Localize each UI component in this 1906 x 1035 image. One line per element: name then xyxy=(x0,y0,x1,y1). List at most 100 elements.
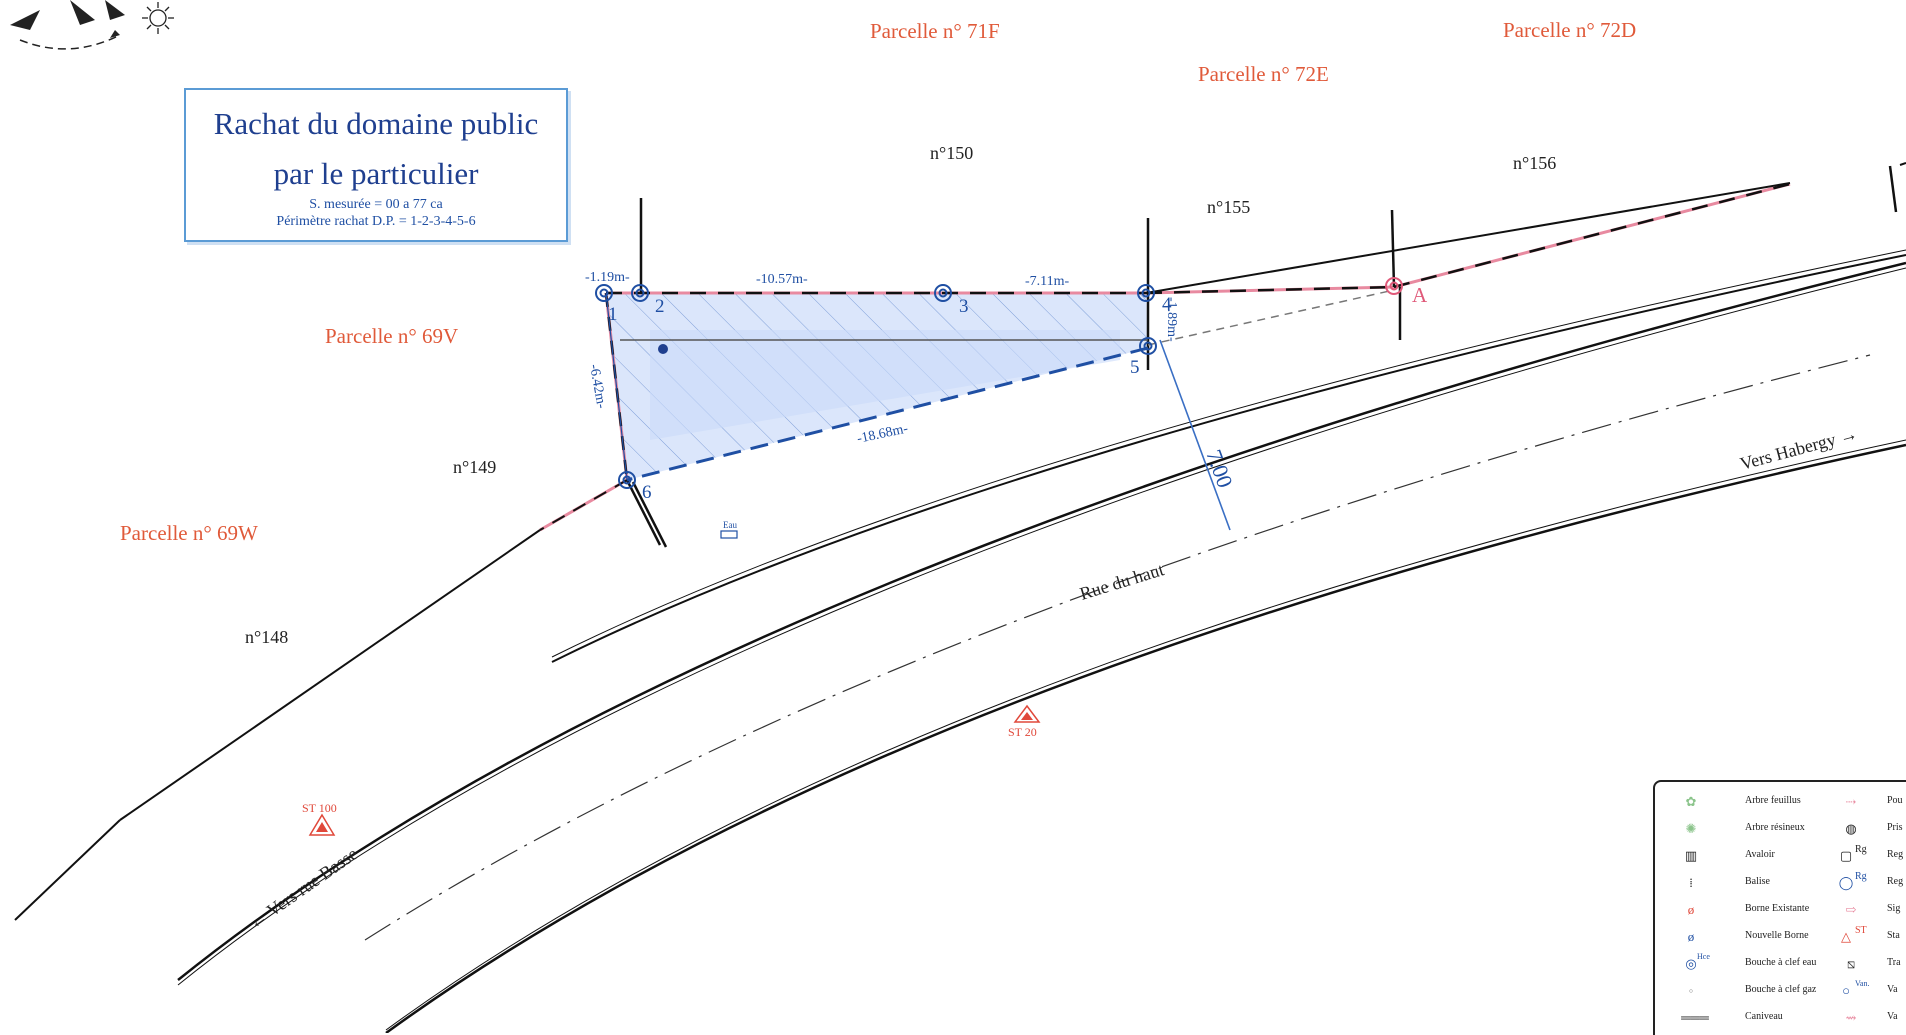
water-label: Eau xyxy=(723,520,737,530)
legend-tag: ST xyxy=(1855,925,1867,936)
legend-tag: Hce xyxy=(1697,952,1710,961)
legend-label: Tra xyxy=(1887,957,1901,968)
legend: ✿ Arbre feuillus ⇢ Pou ✺ Arbre résineux … xyxy=(1653,780,1906,1035)
legend-label: Arbre feuillus xyxy=(1745,795,1801,806)
legend-row: ✿ Arbre feuillus ⇢ Pou xyxy=(1655,790,1906,816)
dimension-3-4: -7.11m- xyxy=(1025,274,1070,289)
legend-label: Bouche à clef eau xyxy=(1745,957,1817,968)
transformer-icon: ⧅ xyxy=(1846,956,1856,971)
parcel-72D: Parcelle n° 72D xyxy=(1503,18,1636,42)
legend-label: Va xyxy=(1887,984,1898,995)
new-marker-icon: ø xyxy=(1687,929,1695,944)
dimension-6-1: -6.42m- xyxy=(586,363,609,410)
manhole-round-icon: ◯ xyxy=(1838,875,1854,890)
legend-row: ▥ Avaloir ▢ Rg Reg xyxy=(1655,844,1906,870)
legend-row: ✺ Arbre résineux ◍ Pris xyxy=(1655,817,1906,843)
lot-150: n°150 xyxy=(930,143,973,163)
road-width-line xyxy=(1159,339,1231,531)
legend-row: ⁞ Balise ◯ Rg Reg xyxy=(1655,871,1906,897)
water-icon xyxy=(720,530,738,539)
station-st100-icon xyxy=(308,813,336,836)
legend-label: Bouche à clef gaz xyxy=(1745,984,1817,995)
valve-icon: ○ xyxy=(1842,983,1850,998)
gully-icon: ▥ xyxy=(1684,848,1698,863)
dimension-1-2: -1.19m- xyxy=(585,270,630,285)
new-limit-5-6 xyxy=(626,346,1149,482)
direction-rue-basse: ← Vers rue Basse xyxy=(245,843,361,933)
point-label-6: 6 xyxy=(642,482,652,503)
title-line-1: Rachat du domaine public xyxy=(213,106,539,141)
pole-icon: ⇢ xyxy=(1845,794,1857,809)
legend-row: ◎ Hce Bouche à clef eau ⧅ Tra xyxy=(1655,952,1906,978)
station-st100-label: ST 100 xyxy=(302,801,337,815)
road-width-label: 7.00 xyxy=(1201,446,1238,491)
legend-label: Pris xyxy=(1887,822,1903,833)
parcel-69V: Parcelle n° 69V xyxy=(325,324,458,348)
gas-key-icon: ◦ xyxy=(1688,983,1694,998)
point-label-1: 1 xyxy=(608,304,618,325)
manhole-square-icon: ▢ xyxy=(1839,848,1853,863)
point-label-A: A xyxy=(1412,283,1428,307)
station-icon: △ xyxy=(1841,929,1851,944)
measured-surface: S. mesurée = 00 a 77 ca xyxy=(309,197,443,212)
legend-label: Balise xyxy=(1745,876,1770,887)
legend-label: Avaloir xyxy=(1745,849,1775,860)
direction-habergy: Vers Habergy → xyxy=(1738,423,1860,474)
lot-156: n°156 xyxy=(1513,153,1556,173)
purchase-perimeter: Périmètre rachat D.P. = 1-2-3-4-5-6 xyxy=(276,214,476,229)
survey-markers xyxy=(595,284,1157,489)
street-name-rue-du-haut: Rue du haut xyxy=(1077,559,1166,604)
legend-label: Reg xyxy=(1887,876,1904,887)
lot-155: n°155 xyxy=(1207,197,1250,217)
legend-label: Caniveau xyxy=(1745,1011,1783,1022)
legend-row: ◦ Bouche à clef gaz ○ Van. Va xyxy=(1655,979,1906,1005)
title-box: Rachat du domaine public par le particul… xyxy=(184,88,568,242)
point-A-marker xyxy=(1385,277,1403,295)
point-label-2: 2 xyxy=(655,296,665,317)
gutter-icon: ═══ xyxy=(1681,1010,1709,1025)
parcel-72E: Parcelle n° 72E xyxy=(1198,62,1329,86)
legend-tag: Rg xyxy=(1855,844,1867,855)
water-key-icon: ◎ xyxy=(1685,956,1697,971)
legend-label: Pou xyxy=(1887,795,1903,806)
valve-gas-icon: ⇝ xyxy=(1845,1010,1857,1025)
point-label-5: 5 xyxy=(1130,357,1140,378)
compass-rose-icon xyxy=(10,0,174,50)
point-dot xyxy=(658,344,668,354)
boundary-ticks xyxy=(625,165,1898,548)
legend-label: Arbre résineux xyxy=(1745,822,1805,833)
lot-148: n°148 xyxy=(245,627,288,647)
legend-label: Borne Existante xyxy=(1745,903,1810,914)
legend-label: Sig xyxy=(1887,903,1901,914)
road-curbs xyxy=(177,249,1906,1033)
line-5-A xyxy=(1147,289,1395,346)
leafy-tree-icon: ✿ xyxy=(1685,794,1697,809)
sign-icon: ⇨ xyxy=(1845,902,1857,917)
limit-line-top xyxy=(1145,182,1791,294)
beacon-icon: ⁞ xyxy=(1689,875,1693,890)
station-st20-icon xyxy=(1013,704,1041,723)
legend-tag: Rg xyxy=(1855,871,1867,882)
dimension-5-6: -18.68m- xyxy=(856,421,910,446)
existing-marker-icon: ø xyxy=(1687,902,1695,917)
parcel-boundaries xyxy=(14,162,1906,921)
legend-label: Reg xyxy=(1887,849,1904,860)
legend-label: Nouvelle Borne xyxy=(1745,930,1809,941)
legend-row: ø Nouvelle Borne △ ST Sta xyxy=(1655,925,1906,951)
point-label-4: 4 xyxy=(1162,294,1172,315)
legend-tag: Van. xyxy=(1855,979,1870,988)
parcel-69W: Parcelle n° 69W xyxy=(120,521,258,545)
conifer-tree-icon: ✺ xyxy=(1685,821,1697,836)
dimension-4-5: -1.89m- xyxy=(1164,297,1179,342)
line-1-6 xyxy=(605,292,628,481)
legend-row: ═══ Caniveau ⇝ Va xyxy=(1655,1006,1906,1032)
station-st20-label: ST 20 xyxy=(1008,725,1037,739)
legend-label: Sta xyxy=(1887,930,1900,941)
point-label-3: 3 xyxy=(959,296,969,317)
lot-149: n°149 xyxy=(453,457,496,477)
parcel-71F: Parcelle n° 71F xyxy=(870,19,1000,43)
title-line-2: par le particulier xyxy=(273,156,479,191)
legend-row: ø Borne Existante ⇨ Sig xyxy=(1655,898,1906,924)
dimension-2-3: -10.57m- xyxy=(756,272,808,287)
